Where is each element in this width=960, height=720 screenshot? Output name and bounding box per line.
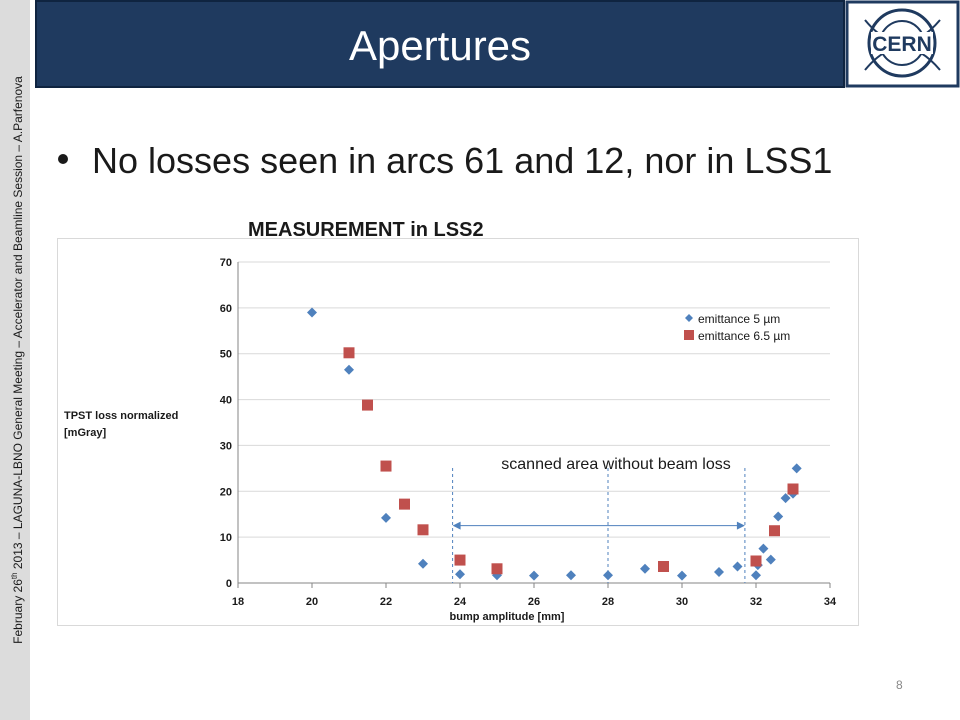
bullet-dot-icon [58, 154, 68, 165]
side-strip: February 26th 2013 – LAGUNA-LBNO General… [0, 0, 30, 720]
side-text-sup: th [10, 572, 19, 580]
cern-logo-icon: CERN [845, 0, 960, 88]
cern-logo: CERN [845, 0, 960, 88]
title-bar: Apertures [35, 0, 845, 88]
bullet-point: No losses seen in arcs 61 and 12, nor in… [58, 140, 832, 182]
slide-title: Apertures [348, 22, 532, 69]
bullet-text: No losses seen in arcs 61 and 12, nor in… [92, 140, 833, 181]
page-number: 8 [896, 678, 903, 692]
side-text-date: February 26 [11, 579, 25, 644]
side-text-event: 2013 – LAGUNA-LBNO General Meeting – Acc… [11, 76, 25, 573]
side-footer-text: February 26th 2013 – LAGUNA-LBNO General… [5, 0, 25, 720]
chart-frame [57, 238, 859, 626]
chart-title: MEASUREMENT in LSS2 [248, 219, 484, 241]
logo-text: CERN [872, 33, 932, 56]
